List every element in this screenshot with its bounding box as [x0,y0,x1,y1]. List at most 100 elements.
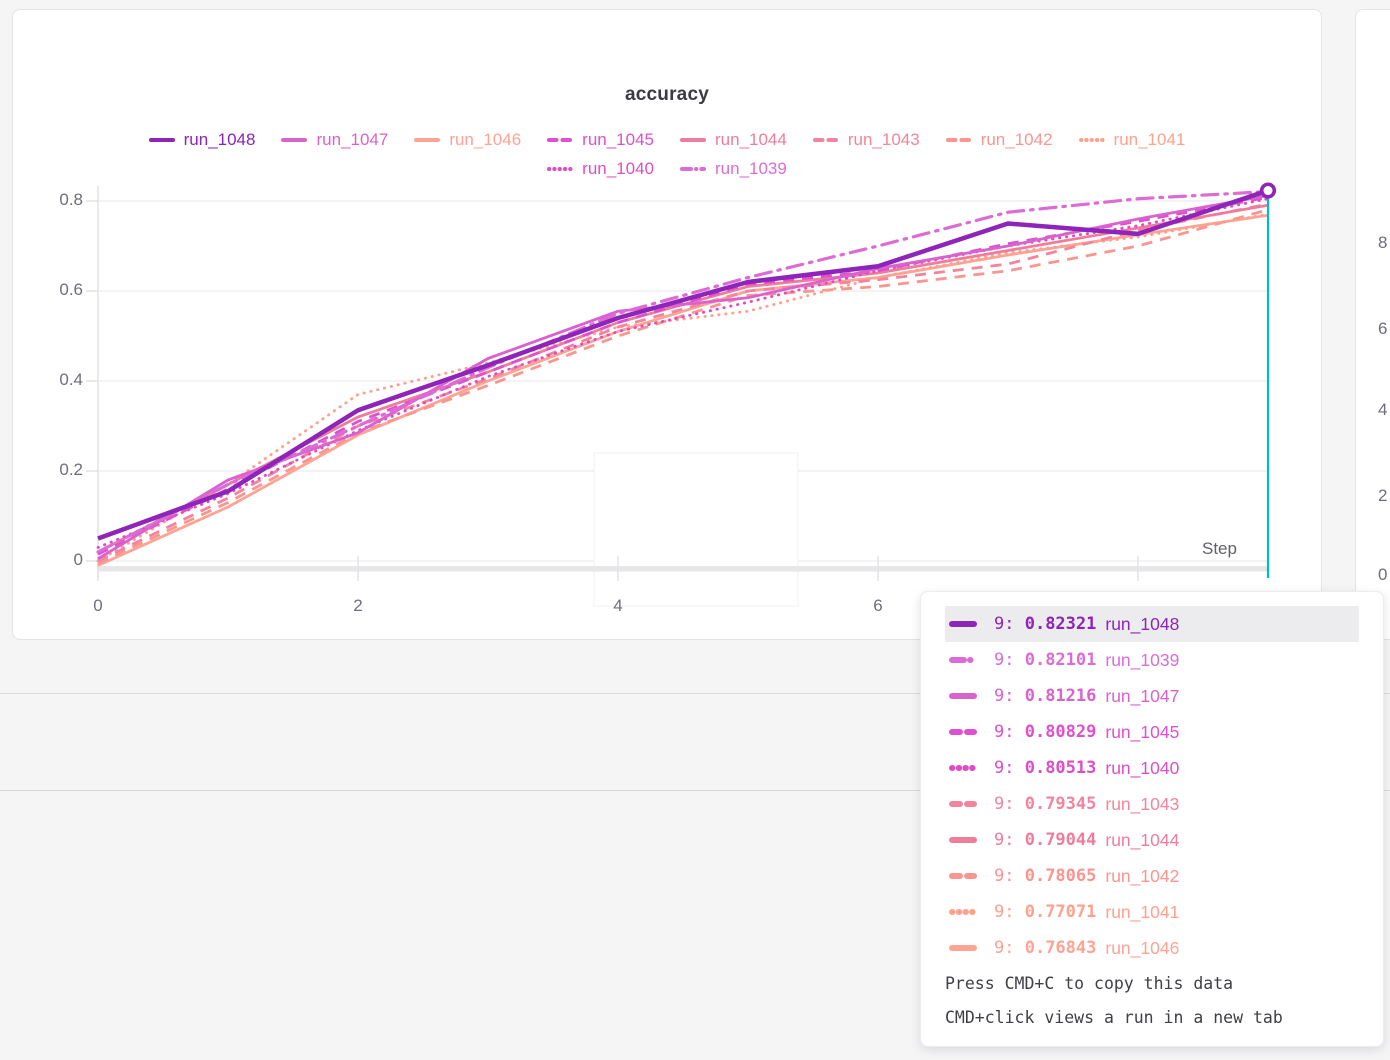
run-color-swatch [949,837,977,843]
x-axis-tick-label: 6 [873,596,883,615]
run-color-swatch [812,138,839,142]
tooltip-run-name: run_1048 [1105,613,1180,634]
chart-title: accuracy [624,84,709,105]
tooltip-row-run_1046[interactable]: 9: 0.76843 run_1046 [945,930,1359,966]
section-divider [0,790,1390,791]
y-axis-tick-label: 0 [73,550,83,569]
cursor-point-marker [1259,182,1277,199]
run-color-swatch [148,138,175,142]
run-curve-run_1040[interactable] [96,197,1270,549]
adjacent-panel-tick-label: 0 [1378,565,1388,584]
legend-item-run_1043[interactable]: run_1043 [812,130,920,150]
run-color-swatch [547,138,574,142]
legend-item-label: run_1045 [582,130,654,149]
chart-hover-tooltip: 9: 0.82321 run_1048 9: 0.82101 run_1039 9: 0… [920,591,1384,1047]
adjacent-chart-panel[interactable]: 8 6 4 2 0 [1355,9,1390,640]
tooltip-row-run_1042[interactable]: 9: 0.78065 run_1042 [945,858,1359,894]
chart-plot-area[interactable] [13,10,1321,639]
legend-item-run_1046[interactable]: run_1046 [414,130,521,150]
legend-item-run_1039[interactable]: run_1039 [680,159,787,179]
empty-overlay-box [593,452,799,607]
tooltip-step-value: 9: 0.76843 [994,938,1097,958]
legend-item-run_1041[interactable]: run_1041 [1078,130,1186,150]
tooltip-row-run_1048[interactable]: 9: 0.82321 run_1048 [945,606,1359,642]
x-axis-tick-label: 0 [93,596,103,615]
section-divider [0,693,1390,694]
legend-item-run_1040[interactable]: run_1040 [547,159,654,179]
run-curve-run_1043[interactable] [97,202,1269,563]
run-color-swatch [680,167,706,171]
run-curve-run_1046[interactable] [97,213,1269,567]
run-color-swatch [949,801,977,807]
run-curve-run_1048[interactable] [97,188,1269,541]
run-color-swatch [949,909,977,915]
legend-item-label: run_1044 [715,130,787,149]
adjacent-panel-tick-label: 2 [1378,486,1388,505]
legend-item-run_1044[interactable]: run_1044 [680,130,787,150]
run-color-swatch [680,138,706,142]
x-axis-title: Step [1202,539,1237,558]
tooltip-run-name: run_1041 [1105,901,1180,922]
tooltip-run-name: run_1046 [1105,937,1180,958]
tooltip-step-value: 9: 0.82321 [994,614,1097,634]
legend-item-label: run_1043 [847,130,920,149]
tooltip-step-value: 9: 0.77071 [994,902,1097,922]
y-axis-tick-label: 0.6 [59,280,83,299]
adjacent-panel-tick-label: 6 [1378,319,1388,338]
legend-item-label: run_1039 [715,159,787,178]
chart-legend-row-2: run_1040 run_1039 [13,159,1321,179]
tooltip-step-value: 9: 0.79345 [994,794,1097,814]
legend-item-run_1047[interactable]: run_1047 [281,130,388,150]
legend-item-run_1048[interactable]: run_1048 [148,130,256,150]
legend-item-run_1042[interactable]: run_1042 [945,130,1053,150]
legend-item-label: run_1042 [980,130,1053,149]
tooltip-row-run_1040[interactable]: 9: 0.80513 run_1040 [945,750,1359,786]
tooltip-run-name: run_1045 [1105,721,1180,742]
tooltip-run-name: run_1039 [1105,649,1180,670]
tooltip-row-run_1041[interactable]: 9: 0.77071 run_1041 [945,894,1359,930]
legend-item-label: run_1040 [582,159,654,178]
adjacent-panel-tick-label: 8 [1378,233,1388,252]
tooltip-row-run_1045[interactable]: 9: 0.80829 run_1045 [945,714,1359,750]
run-color-swatch [949,765,977,771]
tooltip-open-hint: CMD+click views a run in a new tab [945,1007,1283,1027]
run-color-swatch [949,621,977,627]
legend-item-label: run_1041 [1113,130,1186,149]
x-axis-tick-label: 4 [613,596,623,615]
run-curve-run_1041[interactable] [96,212,1270,563]
tooltip-step-value: 9: 0.81216 [994,686,1097,706]
chart-legend-row-1: run_1048 run_1047 run_1046 run_1045 run_1044… [13,130,1321,150]
run-color-swatch [281,138,308,142]
tooltip-copy-hint: Press CMD+C to copy this data [945,973,1234,993]
run-color-swatch [949,729,977,735]
adjacent-panel-tick-label: 4 [1378,400,1388,419]
run-color-swatch [1078,138,1105,142]
run-color-swatch [949,693,977,699]
tooltip-step-value: 9: 0.79044 [994,830,1097,850]
run-color-swatch [414,138,441,142]
tooltip-run-name: run_1043 [1105,793,1180,814]
tooltip-row-run_1047[interactable]: 9: 0.81216 run_1047 [945,678,1359,714]
run-color-swatch [949,657,977,663]
tooltip-run-name: run_1047 [1105,685,1180,706]
legend-item-label: run_1048 [183,130,256,149]
legend-item-label: run_1047 [316,130,389,149]
tooltip-step-value: 9: 0.80513 [994,758,1097,778]
tooltip-run-name: run_1040 [1105,757,1180,778]
tooltip-row-run_1044[interactable]: 9: 0.79044 run_1044 [945,822,1359,858]
y-axis-tick-label: 0.4 [59,370,83,389]
tooltip-step-value: 9: 0.78065 [994,866,1097,886]
legend-item-run_1045[interactable]: run_1045 [547,130,654,150]
x-axis-tick-label: 2 [353,596,363,615]
tooltip-step-value: 9: 0.80829 [994,722,1097,742]
run-color-swatch [949,873,977,879]
tooltip-row-run_1039[interactable]: 9: 0.82101 run_1039 [945,642,1359,678]
tooltip-rows: 9: 0.82321 run_1048 9: 0.82101 run_1039 9: 0… [945,606,1359,966]
y-axis-tick-label: 0.2 [59,460,83,479]
accuracy-chart-panel[interactable]: accuracy run_1048 run_1047 run_1046 run_104… [12,9,1322,640]
run-color-swatch [949,945,977,951]
run-curve-run_1039[interactable] [96,189,1270,554]
tooltip-row-run_1043[interactable]: 9: 0.79345 run_1043 [945,786,1359,822]
tooltip-step-value: 9: 0.82101 [994,650,1097,670]
